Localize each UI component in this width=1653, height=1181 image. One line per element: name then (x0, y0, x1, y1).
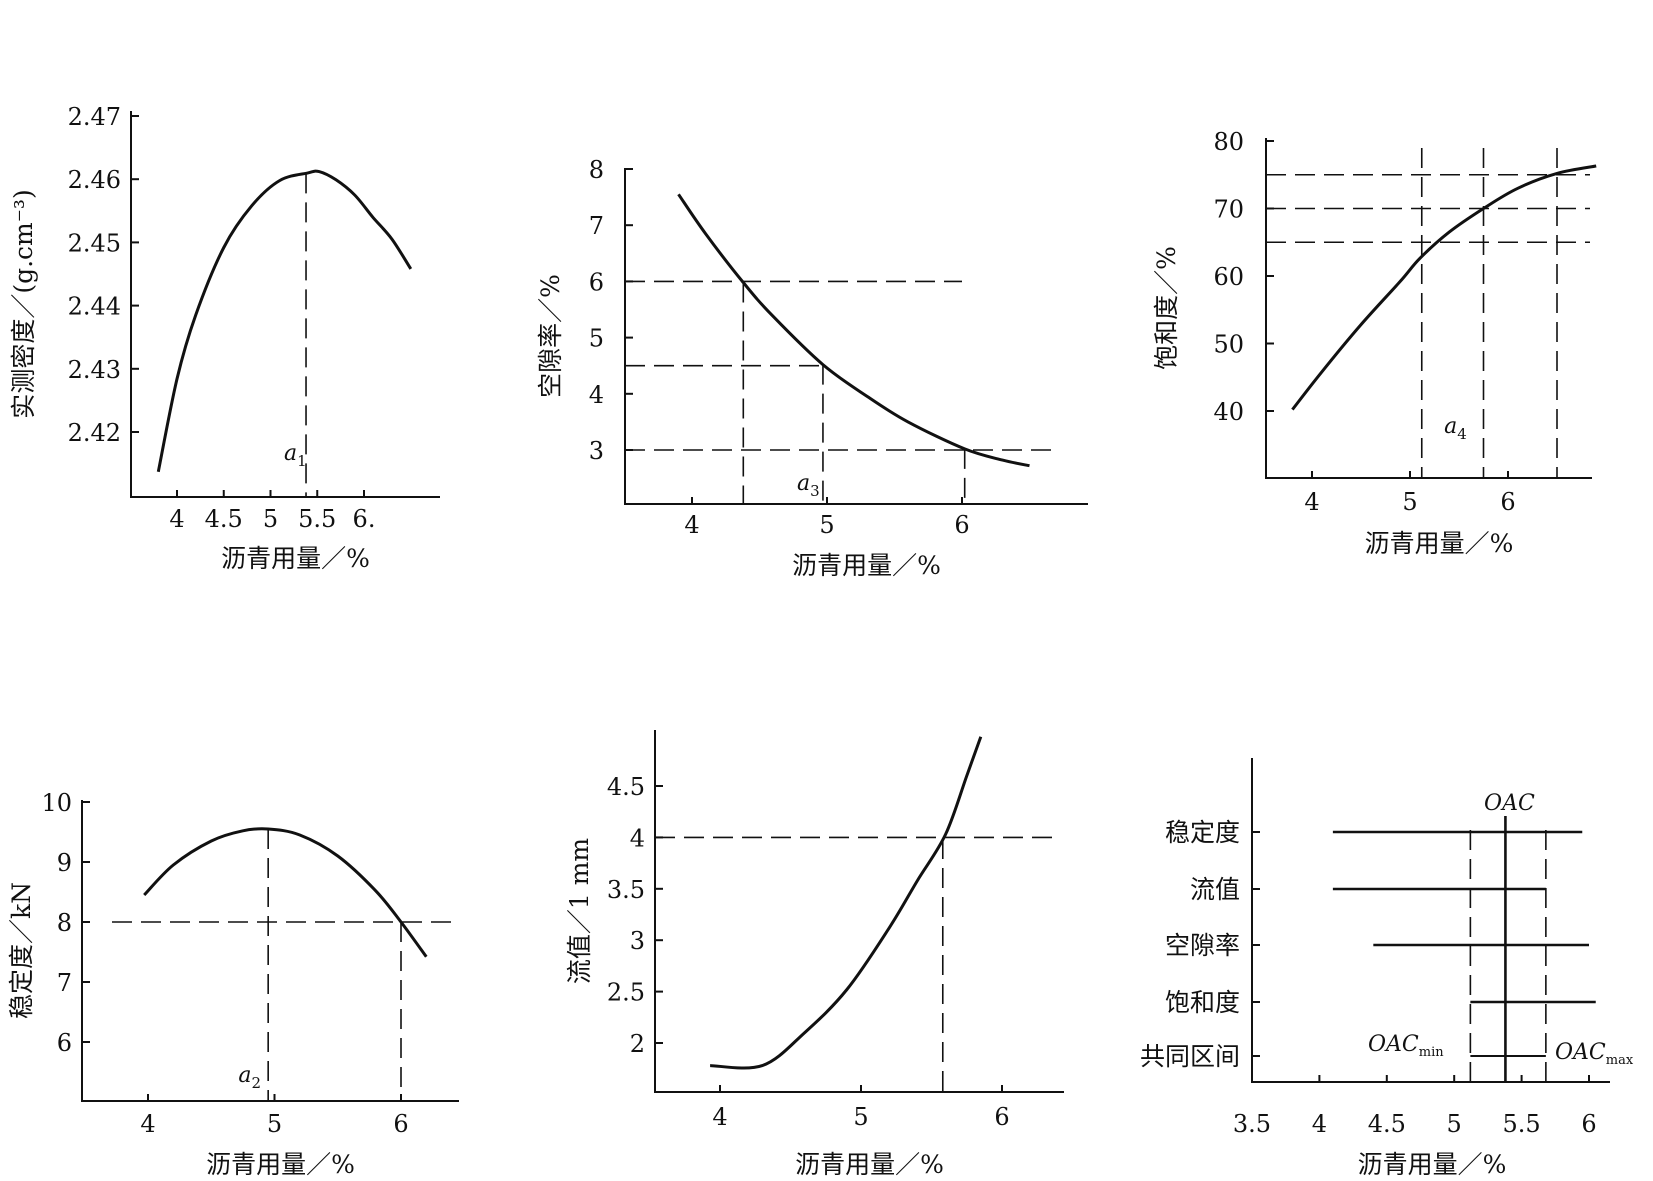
x-tick-label: 3.5 (1233, 1110, 1271, 1138)
y-tick-label: 5 (589, 325, 604, 353)
y-tick-label: 8 (589, 156, 604, 184)
category-label: 流值 (1190, 875, 1240, 904)
x-tick-label: 4 (1312, 1110, 1327, 1138)
x-tick-label: 5 (263, 505, 278, 533)
chart-1: 2.42 2.43 2.44 2.45 2.46 2.47 4 4.5 5 5.5 6. 沥青用量／%… (9, 103, 440, 573)
category-label: 共同区间 (1140, 1042, 1240, 1071)
oac-max-label: OACmax (1555, 1040, 1634, 1068)
axes (1265, 138, 1592, 479)
axes (624, 168, 1088, 505)
y-axis-label: 实测密度／(g.cm⁻³) (9, 189, 38, 418)
oac-min-label: OACmin (1368, 1032, 1444, 1060)
y-tick-label: 70 (1213, 196, 1244, 224)
series-curve (710, 736, 983, 1070)
series-curve (143, 827, 428, 958)
x-tick-label: 4.5 (1368, 1110, 1406, 1138)
y-tick-label: 7 (589, 212, 604, 240)
oac-label: OAC (1484, 791, 1535, 816)
x-tick-label: 5.5 (1503, 1110, 1541, 1138)
y-tick-label: 9 (57, 849, 72, 877)
chart-4: 6 7 8 9 10 4 5 6 沥青用量／% 稳定度／kN a2 (7, 789, 459, 1179)
annotation-label: a4 (1444, 414, 1467, 443)
x-tick-label: 6 (1500, 488, 1515, 516)
x-tick-label: 5.5 (298, 505, 336, 533)
x-tick-label: 6 (954, 511, 969, 539)
x-tick-label: 5 (1447, 1110, 1462, 1138)
x-axis-label: 沥青用量／% (792, 551, 941, 580)
category-label: 空隙率 (1165, 931, 1240, 960)
axes (81, 800, 459, 1102)
series-curve (1291, 164, 1597, 411)
x-tick-label: 5 (267, 1110, 282, 1138)
y-axis-label: 稳定度／kN (7, 882, 36, 1019)
y-tick-label: 10 (41, 789, 72, 817)
x-tick-label: 6 (393, 1110, 408, 1138)
y-tick-label: 7 (57, 969, 72, 997)
y-tick-label: 2 (630, 1030, 645, 1058)
y-tick-label: 3.5 (607, 876, 645, 904)
y-tick-label: 50 (1213, 331, 1244, 359)
y-axis-label: 流值／1 mm (565, 838, 594, 985)
x-tick-label: 6 (1581, 1110, 1596, 1138)
y-tick-label: 2.46 (68, 166, 121, 194)
y-tick-label: 3 (589, 437, 604, 465)
y-tick-label: 3 (630, 927, 645, 955)
x-axis-label: 沥青用量／% (795, 1150, 944, 1179)
y-tick-label: 2.42 (68, 419, 121, 447)
x-tick-label: 4 (712, 1103, 727, 1131)
x-axis-label: 沥青用量／% (1365, 529, 1514, 558)
x-tick-label: 5 (853, 1103, 868, 1131)
y-tick-label: 2.44 (68, 293, 121, 321)
chart-5: 2 2.5 3 3.5 4 4.5 4 5 6 沥青用量／% 流值／1 mm (565, 730, 1064, 1179)
x-axis-label: 沥青用量／% (221, 544, 370, 573)
category-label: 稳定度 (1165, 818, 1240, 847)
annotation-label: a1 (284, 441, 307, 470)
series-curve (677, 193, 1030, 468)
y-tick-label: 8 (57, 909, 72, 937)
series-curve (156, 169, 413, 473)
y-axis-label: 饱和度／% (1152, 246, 1181, 370)
y-tick-label: 4.5 (607, 773, 645, 801)
y-tick-label: 6 (589, 268, 604, 296)
x-axis-label: 沥青用量／% (206, 1150, 355, 1179)
y-tick-label: 2.5 (607, 979, 645, 1007)
y-tick-label: 4 (630, 824, 645, 852)
y-tick-label: 80 (1213, 128, 1244, 156)
annotation-label: a2 (238, 1063, 261, 1092)
x-tick-label: 6. (353, 505, 376, 533)
y-tick-label: 2.43 (68, 356, 121, 384)
y-tick-label: 2.47 (68, 103, 121, 131)
x-tick-label: 5 (1402, 488, 1417, 516)
y-axis-label: 空隙率／% (536, 274, 565, 398)
x-tick-label: 6 (994, 1103, 1009, 1131)
x-tick-label: 4.5 (205, 505, 243, 533)
y-tick-label: 4 (589, 381, 604, 409)
axes (130, 111, 440, 498)
y-tick-label: 40 (1213, 398, 1244, 426)
x-axis-label: 沥青用量／% (1358, 1150, 1507, 1179)
x-tick-label: 4 (169, 505, 184, 533)
category-label: 饱和度 (1165, 988, 1240, 1017)
x-tick-label: 4 (140, 1110, 155, 1138)
x-tick-label: 4 (1304, 488, 1319, 516)
chart-3: 40 50 60 70 80 4 5 6 沥青用量／% 饱和度／% a4 (1152, 128, 1597, 558)
x-tick-label: 4 (684, 511, 699, 539)
chart-2: 3 4 5 6 7 8 4 5 6 沥青用量／% 空隙率／% a3 (536, 156, 1088, 580)
y-tick-label: 60 (1213, 263, 1244, 291)
annotation-label: a3 (797, 471, 820, 500)
axes (1251, 758, 1610, 1083)
y-tick-label: 6 (57, 1029, 72, 1057)
y-tick-label: 2.45 (68, 229, 121, 257)
x-tick-label: 5 (819, 511, 834, 539)
axes (654, 730, 1064, 1093)
